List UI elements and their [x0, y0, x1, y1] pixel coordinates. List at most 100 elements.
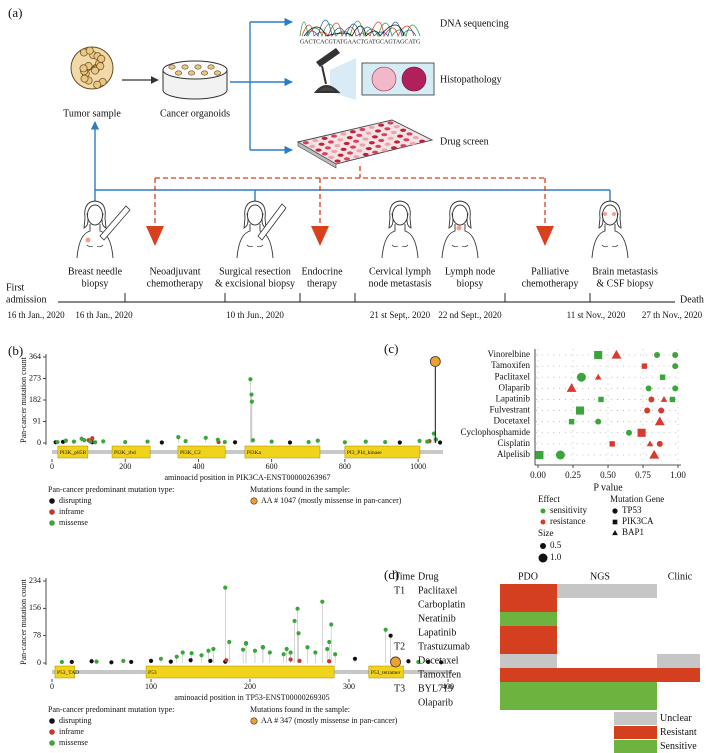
mutation-point: [288, 657, 293, 662]
result-cell: [500, 626, 557, 640]
red-arrowheads: [146, 226, 554, 246]
well: [337, 138, 344, 142]
legend-marker: [540, 508, 546, 514]
start-label: First: [6, 282, 25, 293]
mutation-point: [250, 438, 256, 443]
tumor-cell: [85, 46, 94, 55]
dot: [672, 352, 679, 358]
column-header: Time: [394, 571, 415, 582]
mutation-point: [248, 377, 253, 382]
tumor-cell: [91, 66, 100, 75]
x-tick-label: 600: [266, 462, 278, 471]
mutation-point: [121, 658, 126, 663]
dot: [594, 373, 602, 380]
category-label: Cisplatin: [497, 438, 530, 448]
column-header: Drug: [418, 571, 439, 582]
category-label: Alpelisib: [497, 449, 530, 459]
mutation-point: [249, 399, 254, 404]
legend-title: Effect: [538, 494, 560, 504]
well: [384, 142, 391, 146]
legend-marker: [49, 718, 55, 724]
well: [302, 141, 309, 145]
output-label: DNA sequencing: [440, 18, 509, 29]
mutation-point: [189, 651, 194, 656]
well: [353, 139, 360, 143]
event-label: Brain metastasis: [592, 266, 658, 277]
domain: [57, 445, 89, 459]
sample-legend-title: Mutations found in the sample:: [250, 705, 350, 714]
drug-label: BYL719: [418, 683, 453, 694]
tumor-icon: [70, 46, 114, 90]
dot: [594, 350, 603, 360]
mutation-point: [292, 618, 297, 624]
legend-marker: [49, 520, 55, 526]
result-cell: [500, 598, 557, 612]
legend-label: missense: [59, 518, 88, 527]
mutation-point: [224, 658, 229, 663]
result-cell: [500, 696, 557, 710]
legend-label: resistance: [550, 516, 585, 526]
y-tick-label: 182: [29, 395, 41, 404]
result-cell: [500, 654, 557, 668]
well: [375, 129, 381, 133]
sample-label: Tumor sample: [63, 108, 121, 119]
end-label: Death: [680, 294, 704, 305]
result-cell: [500, 668, 557, 682]
dot: [535, 450, 544, 460]
dot: [575, 406, 585, 415]
domain: [368, 665, 404, 679]
plate-icon: [296, 119, 434, 169]
result-cell: [500, 682, 557, 696]
legend-label: inframe: [59, 727, 84, 736]
legend-label: Resistant: [660, 727, 697, 738]
result-cell: [500, 640, 557, 654]
event-label: chemotherapy: [147, 278, 204, 289]
mutation-point: [297, 658, 302, 663]
time-label: T1: [394, 585, 405, 596]
well: [406, 132, 413, 136]
result-cell: [557, 668, 657, 682]
mutation-point: [176, 434, 181, 440]
mutation-point: [206, 648, 211, 653]
well: [403, 138, 410, 142]
well: [400, 128, 407, 132]
well: [328, 155, 335, 159]
dot: [637, 428, 646, 437]
well: [384, 127, 391, 131]
mutation-point: [240, 647, 246, 652]
legend-swatch: [614, 726, 657, 739]
well: [371, 135, 378, 139]
mutation-point: [232, 440, 238, 445]
mutation-point: [227, 639, 232, 645]
mutation-point: [327, 639, 332, 645]
drug-label: Olaparib: [418, 697, 453, 708]
drug-label: Paclitaxel: [418, 585, 458, 596]
mutation-point: [416, 659, 421, 665]
mutation-point: [243, 641, 249, 646]
well: [362, 152, 369, 157]
x-axis-label: aminoacid position in PIK3CA-ENST0000026…: [165, 473, 331, 482]
mutation-point: [252, 648, 258, 653]
dot: [645, 385, 652, 392]
well: [318, 142, 325, 146]
event-label: Breast needle: [68, 266, 123, 277]
mutation-point: [260, 645, 265, 650]
date-label: 10 th Jun., 2020: [226, 310, 284, 320]
category-label: Fulvestrant: [490, 405, 531, 415]
legend-title: Pan-cancer predominant mutation type:: [48, 705, 174, 714]
time-label: T2: [394, 641, 405, 652]
mutation-point: [88, 439, 93, 444]
gene-legend-label: TP53: [622, 505, 642, 515]
well: [340, 132, 347, 136]
output-label: Histopathology: [440, 74, 502, 85]
organoid: [188, 70, 196, 76]
event-label: therapy: [307, 278, 337, 289]
well: [356, 149, 363, 153]
mutation-point: [329, 622, 334, 627]
well: [334, 159, 341, 163]
domain-label: PI3K_C2: [180, 450, 201, 456]
mutation-point: [383, 627, 388, 632]
well: [375, 144, 382, 148]
mutation-point: [342, 440, 347, 445]
